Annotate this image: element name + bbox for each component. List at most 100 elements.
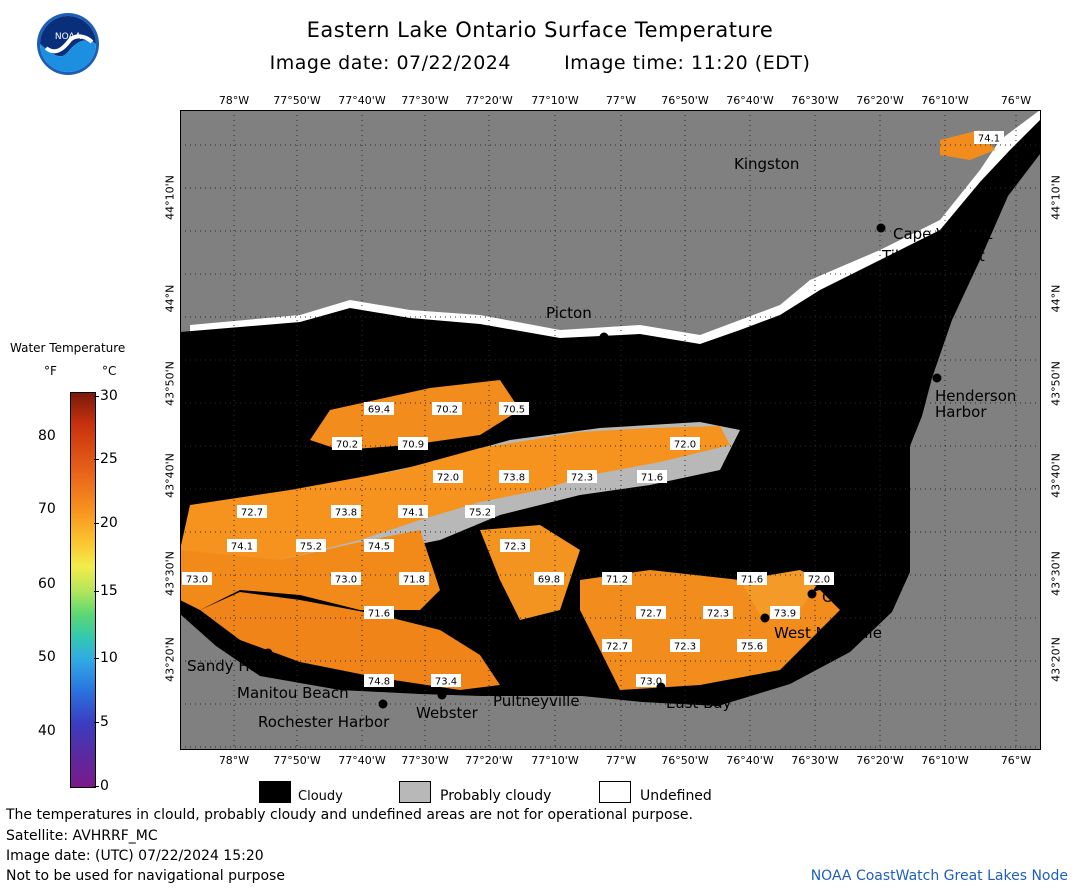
lat-label-left-5: 43°20'N (163, 637, 177, 682)
lon-label-bottom-8: 76°40'W (726, 754, 774, 767)
temperature-label-bg (227, 539, 257, 552)
temperature-label: 71.2 (602, 572, 632, 586)
water-patch-central (180, 426, 730, 565)
temperature-value: 73.0 (335, 575, 357, 586)
temperature-label-bg (602, 572, 632, 585)
lon-label-bottom-0: 78°W (218, 754, 250, 767)
temperature-label-bg (637, 470, 667, 483)
temperature-label: 72.0 (670, 437, 700, 451)
lon-label-bottom-7: 76°50'W (661, 754, 709, 767)
temperature-value: 73.0 (640, 677, 662, 688)
temperature-label: 75.2 (465, 505, 495, 519)
legend-f-tick: 80 (38, 428, 56, 444)
temperature-label: 72.3 (500, 539, 530, 553)
noaa-logo-text: NOAA (55, 32, 82, 42)
temperature-label: 71.6 (364, 606, 394, 620)
temperature-label-bg (398, 505, 428, 518)
temperature-label-bg (703, 606, 733, 619)
temperature-value: 70.2 (336, 440, 358, 451)
temperature-label: 73.0 (331, 572, 361, 586)
lat-label-right-5: 43°20'N (1049, 637, 1063, 682)
temperature-label: 72.7 (237, 505, 267, 519)
temperature-value: 72.7 (606, 642, 628, 653)
webster-marker (437, 690, 447, 700)
lon-label-bottom-6: 77°W (605, 754, 637, 767)
legend-f-tick: 50 (38, 649, 56, 665)
temperature-value: 74.1 (402, 508, 424, 519)
temperature-label: 70.2 (332, 437, 362, 451)
lon-label-bottom-2: 77°40'W (338, 754, 386, 767)
label-webster: Webster (416, 704, 478, 722)
legend-c-tick: 20 (100, 515, 118, 531)
temperature-label-bg (364, 674, 394, 687)
temperature-label-bg (499, 470, 529, 483)
legend-c-tick: 25 (100, 451, 118, 467)
legend-c-tick: 5 (100, 714, 109, 730)
lon-label-top-9: 76°30'W (791, 94, 839, 107)
temperature-label-bg (182, 572, 212, 585)
temperature-value: 73.9 (774, 609, 796, 620)
temperature-label-bg (332, 437, 362, 450)
city-markers (263, 223, 942, 709)
label-kingston: Kingston (734, 155, 800, 173)
lon-label-bottom-3: 77°30'W (401, 754, 449, 767)
temperature-value: 74.8 (368, 677, 390, 688)
temperature-label-bg (296, 539, 326, 552)
lat-label-left-1: 44°N (163, 284, 177, 313)
temperature-label-bg (534, 572, 564, 585)
temperature-label: 73.8 (331, 505, 361, 519)
lon-label-top-7: 76°50'W (661, 94, 709, 107)
temperature-value: 72.0 (674, 440, 696, 451)
temperature-label: 72.0 (804, 572, 834, 586)
temperature-value: 72.7 (640, 609, 662, 620)
picton-marker (599, 332, 609, 342)
map-panel: 74.1 69.4 70.2 70.5 72.0 70.2 70.9 72.0 73.8 72.3… (180, 110, 1041, 750)
temperature-value: 72.3 (504, 542, 526, 553)
map-frame (180, 110, 1041, 750)
west-ninemile-marker (760, 613, 770, 623)
lat-label-left-4: 43°30'N (163, 551, 177, 596)
temperature-label-bg (433, 470, 463, 483)
temperature-label: 71.6 (737, 572, 767, 586)
legend-c-tick-mark (94, 396, 99, 397)
lon-label-bottom-9: 76°30'W (791, 754, 839, 767)
footer-satellite: Satellite: AVHRRF_MC (6, 828, 158, 844)
label-east-bay: East Bay (666, 694, 732, 712)
lon-label-top-3: 77°30'W (401, 94, 449, 107)
temperature-value: 75.6 (741, 642, 763, 653)
temperature-value: 74.1 (231, 542, 253, 553)
footer-credit: NOAA CoastWatch Great Lakes Node (810, 868, 1068, 884)
temperature-value: 70.2 (436, 405, 458, 416)
temperature-value: 74.5 (368, 542, 390, 553)
lat-label-right-3: 43°40'N (1049, 453, 1063, 498)
temperature-label: 72.3 (703, 606, 733, 620)
temperature-label-bg (500, 539, 530, 552)
legend-c-tick-mark (94, 658, 99, 659)
lat-label-right-0: 44°10'N (1049, 175, 1063, 220)
temperature-label: 75.6 (737, 639, 767, 653)
temperature-value: 73.8 (503, 473, 525, 484)
lon-label-bottom-1: 77°50'W (273, 754, 321, 767)
footer-navigation-warning: Not to be used for navigational purpose (6, 868, 285, 884)
temperature-label-bg (636, 606, 666, 619)
image-date: Image date: 07/22/2024 (269, 52, 511, 74)
legend-f-tick: 60 (38, 576, 56, 592)
temperature-label-bg (770, 606, 800, 619)
temperature-value: 70.5 (503, 405, 525, 416)
legend-c-tick: 30 (100, 388, 118, 404)
lon-label-top-6: 77°W (605, 94, 637, 107)
legend-unit-c: °C (102, 364, 117, 378)
henderson-harbor-marker (932, 373, 942, 383)
temperature-label-bg (670, 437, 700, 450)
footer-utc-date: Image date: (UTC) 07/22/2024 15:20 (6, 848, 264, 864)
legend-c-tick-mark (94, 722, 99, 723)
temperature-value: 72.3 (571, 473, 593, 484)
temperature-label: 72.0 (433, 470, 463, 484)
temperature-label-bg (364, 402, 394, 415)
label-manitou-beach: Manitou Beach (237, 684, 349, 702)
temperature-label: 73.9 (770, 606, 800, 620)
legend-c-tick-mark (94, 523, 99, 524)
label-cape-vincent: Cape Vincent (893, 225, 993, 243)
lat-label-right-1: 44°N (1049, 284, 1063, 313)
footer-disclaimer: The temperatures in clould, probably clo… (6, 807, 693, 823)
